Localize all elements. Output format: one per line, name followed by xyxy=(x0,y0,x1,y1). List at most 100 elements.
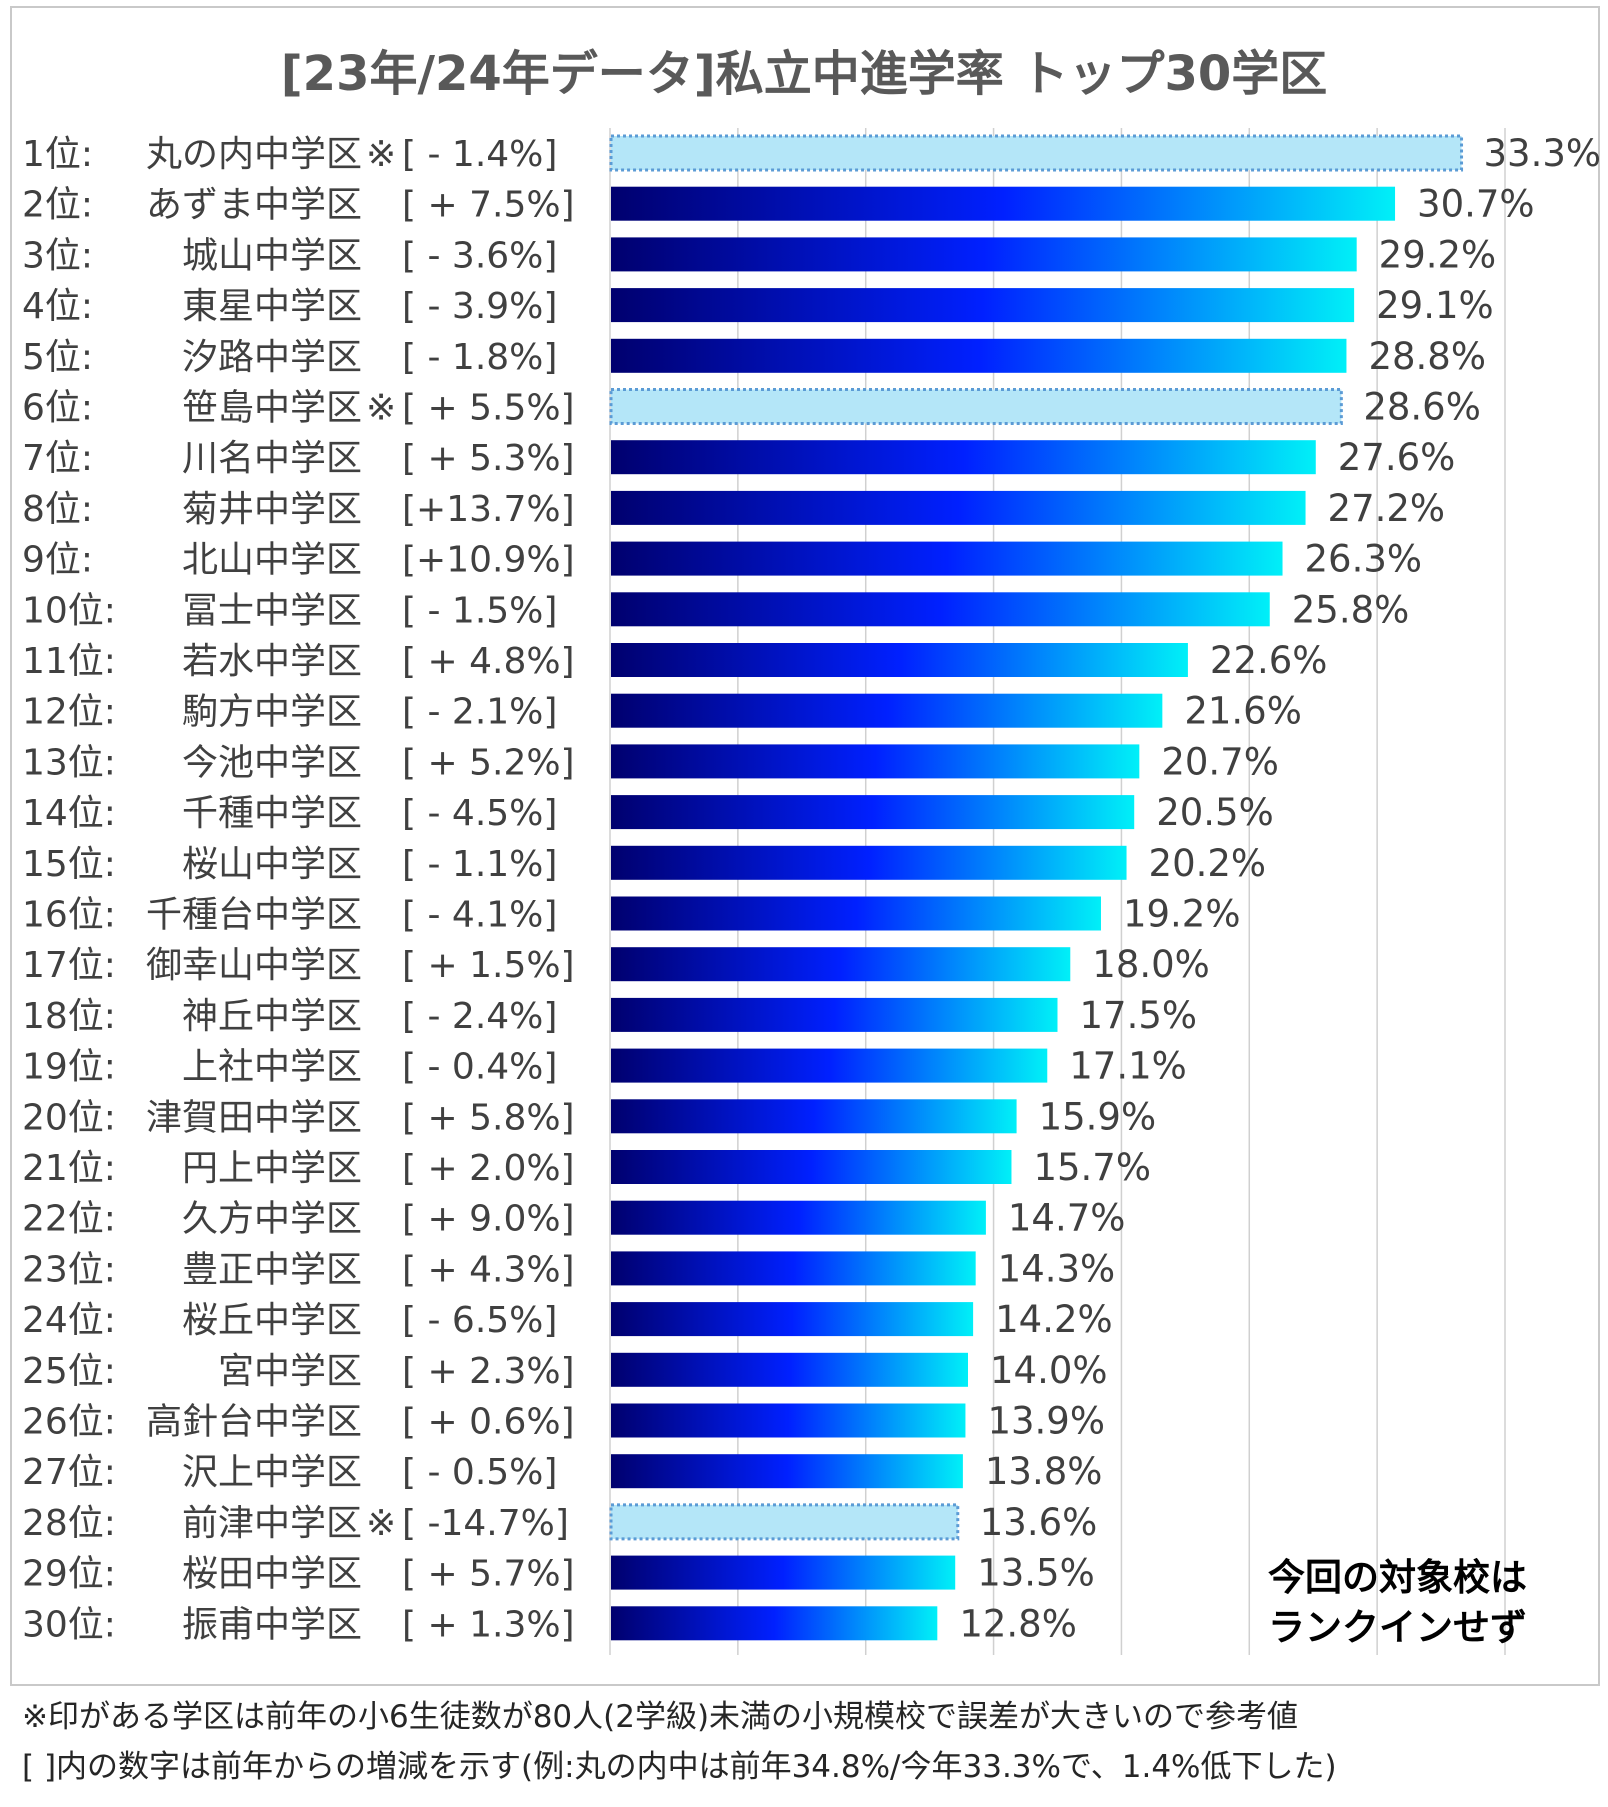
rank-label: 8位: xyxy=(22,489,93,530)
district-name: 宮中学区 xyxy=(218,1351,362,1392)
change-label: [ - 3.9%] xyxy=(402,286,557,327)
value-label: 19.2% xyxy=(1123,893,1241,936)
value-label: 28.8% xyxy=(1368,335,1486,378)
district-name: 冨士中学区 xyxy=(182,590,362,631)
value-label: 27.6% xyxy=(1338,436,1456,479)
change-label: [ - 0.5%] xyxy=(402,1452,557,1493)
value-label: 28.6% xyxy=(1363,386,1481,429)
rank-label: 30位: xyxy=(22,1604,116,1645)
rank-label: 3位: xyxy=(22,235,93,276)
chart-plot: 1位: 丸の内中学区 ※[ - 1.4%]2位: あずま中学区[ + 7.5%]3位:… xyxy=(22,128,1602,1655)
value-label: 22.6% xyxy=(1210,639,1328,682)
value-label: 14.2% xyxy=(995,1298,1113,1341)
district-name: 豊正中学区 xyxy=(182,1249,362,1290)
bar-reference xyxy=(609,1503,960,1541)
rank-label: 10位: xyxy=(22,590,116,631)
change-label: [+13.7%] xyxy=(402,489,575,530)
district-name: 神丘中学区 xyxy=(182,996,362,1037)
bar xyxy=(611,592,1270,627)
change-label: [ + 1.3%] xyxy=(402,1604,575,1645)
bar xyxy=(611,1454,963,1489)
change-label: [ + 4.8%] xyxy=(402,641,575,682)
bar xyxy=(611,1352,968,1387)
rank-label: 19位: xyxy=(22,1047,116,1088)
bar xyxy=(611,744,1140,779)
value-label: 25.8% xyxy=(1292,588,1410,631)
district-name: 千種台中学区 xyxy=(146,895,362,936)
value-label: 14.7% xyxy=(1008,1197,1126,1240)
change-label: [ + 4.3%] xyxy=(402,1249,575,1290)
row-labels: 1位: 丸の内中学区 ※[ - 1.4%]2位: あずま中学区[ + 7.5%]3位:… xyxy=(22,134,575,1645)
rank-label: 20位: xyxy=(22,1097,116,1138)
rank-label: 1位: xyxy=(22,134,93,175)
district-name: 若水中学区 xyxy=(182,641,362,682)
note-box: 今回の対象校は ランクインせず xyxy=(1268,1553,1588,1653)
change-label: [+10.9%] xyxy=(402,540,575,581)
change-label: [ - 6.5%] xyxy=(402,1300,557,1341)
bar xyxy=(611,1403,966,1438)
value-label: 27.2% xyxy=(1328,487,1446,530)
bar xyxy=(611,490,1306,525)
district-name: 城山中学区 xyxy=(182,235,362,276)
bar xyxy=(611,186,1396,221)
district-name: 駒方中学区 xyxy=(182,692,362,733)
bar xyxy=(611,845,1127,880)
value-label: 14.3% xyxy=(998,1247,1116,1290)
district-name: 今池中学区 xyxy=(182,742,362,783)
footnote-line-1: ※印がある学区は前年の小6生徒数が80人(2学級)未満の小規模校で誤差が大きいの… xyxy=(22,1699,1299,1735)
bar xyxy=(611,1099,1017,1134)
district-name: 川名中学区 xyxy=(182,438,362,479)
bar xyxy=(611,1302,974,1337)
value-label: 30.7% xyxy=(1417,183,1535,226)
change-label: [ + 5.5%] xyxy=(402,388,575,429)
value-label: 17.1% xyxy=(1069,1045,1187,1088)
rank-label: 27位: xyxy=(22,1452,116,1493)
district-name: 東星中学区 xyxy=(182,286,362,327)
rank-label: 29位: xyxy=(22,1554,116,1595)
bar xyxy=(611,997,1058,1032)
rank-label: 11位: xyxy=(22,641,116,682)
value-label: 29.1% xyxy=(1376,284,1494,327)
district-name: 桜丘中学区 xyxy=(182,1300,362,1341)
rank-label: 25位: xyxy=(22,1351,116,1392)
value-label: 15.7% xyxy=(1033,1146,1151,1189)
rank-label: 18位: xyxy=(22,996,116,1037)
rank-label: 2位: xyxy=(22,185,93,226)
change-label: [ - 4.5%] xyxy=(402,793,557,834)
value-label: 13.9% xyxy=(987,1400,1105,1443)
district-name: 振甫中学区 xyxy=(182,1604,362,1645)
bar-reference xyxy=(609,388,1343,425)
note-line-1: 今回の対象校は xyxy=(1268,1556,1527,1599)
change-label: [ - 1.1%] xyxy=(402,844,557,885)
change-label: [ - 4.1%] xyxy=(402,895,557,936)
rank-label: 22位: xyxy=(22,1199,116,1240)
change-label: [ - 1.4%] xyxy=(402,134,557,175)
bar xyxy=(611,1251,976,1286)
change-label: [ -14.7%] xyxy=(402,1503,569,1544)
bar xyxy=(611,237,1357,272)
district-name: 北山中学区 xyxy=(182,540,362,581)
change-label: [ + 5.7%] xyxy=(402,1554,575,1595)
value-label: 17.5% xyxy=(1080,994,1198,1037)
rank-label: 21位: xyxy=(22,1148,116,1189)
rank-label: 23位: xyxy=(22,1249,116,1290)
small-school-mark: ※ xyxy=(366,1503,396,1544)
district-name: 笹島中学区 xyxy=(182,388,362,429)
district-name: 上社中学区 xyxy=(182,1047,362,1088)
rank-label: 9位: xyxy=(22,540,93,581)
district-name: 沢上中学区 xyxy=(182,1452,362,1493)
value-label: 20.5% xyxy=(1156,791,1274,834)
value-label: 20.2% xyxy=(1149,842,1267,885)
district-name: 桜田中学区 xyxy=(182,1554,362,1595)
value-label: 33.3% xyxy=(1484,132,1602,175)
bar xyxy=(611,693,1163,728)
bars xyxy=(609,134,1464,1641)
bar xyxy=(611,1048,1048,1083)
rank-label: 16位: xyxy=(22,895,116,936)
district-name: 汐路中学区 xyxy=(182,337,362,378)
rank-label: 5位: xyxy=(22,337,93,378)
rank-label: 17位: xyxy=(22,945,116,986)
value-label: 12.8% xyxy=(959,1602,1077,1645)
change-label: [ - 1.5%] xyxy=(402,590,557,631)
rank-label: 26位: xyxy=(22,1402,116,1443)
